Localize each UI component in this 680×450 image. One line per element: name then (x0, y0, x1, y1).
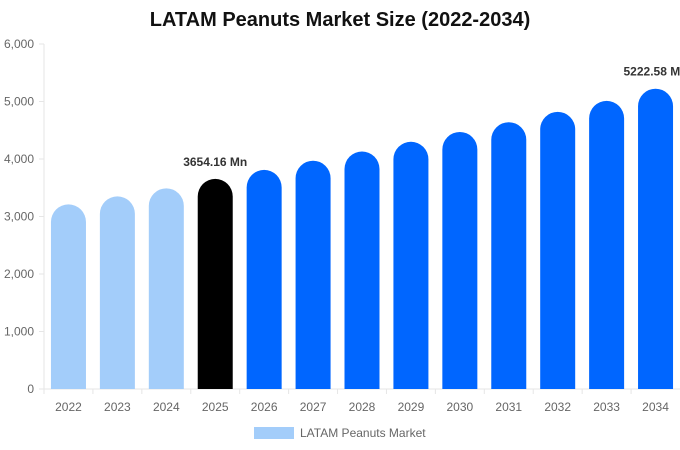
x-tick-label: 2022 (55, 400, 82, 414)
bar (99, 196, 135, 389)
bar (344, 151, 380, 389)
bar (197, 178, 233, 389)
data-label: 3654.16 Mn (183, 155, 247, 169)
x-tick-label: 2024 (153, 400, 180, 414)
bar (491, 122, 527, 389)
chart-axes: 0 1,000 2,000 3,000 4,000 5,000 6,000 2022 2023 2… (4, 37, 680, 414)
bar-series (50, 88, 674, 390)
chart-title: LATAM Peanuts Market Size (2022-2034) (149, 9, 531, 31)
y-tick-label: 1,000 (4, 325, 34, 339)
y-tick-label: 6,000 (4, 37, 34, 51)
data-labels: 3654.16 Mn 5222.58 Mn (183, 65, 680, 169)
bar (393, 141, 429, 389)
bar (50, 204, 86, 389)
x-tick-label: 2030 (446, 400, 473, 414)
x-tick-label: 2023 (104, 400, 131, 414)
bar (295, 160, 331, 389)
x-tick-label: 2027 (300, 400, 327, 414)
bar (246, 169, 282, 389)
y-tick-label: 2,000 (4, 267, 34, 281)
y-tick-label: 5,000 (4, 95, 34, 109)
x-tick-label: 2032 (544, 400, 571, 414)
bar (148, 188, 184, 389)
bar (540, 111, 576, 389)
bar (442, 131, 478, 389)
data-label: 5222.58 Mn (624, 65, 680, 79)
x-tick-label: 2025 (202, 400, 229, 414)
x-tick-label: 2026 (251, 400, 278, 414)
y-tick-label: 0 (27, 382, 34, 396)
y-tick-label: 3,000 (4, 210, 34, 224)
x-tick-label: 2033 (593, 400, 620, 414)
x-tick-label: 2029 (398, 400, 425, 414)
x-tick-label: 2034 (642, 400, 669, 414)
x-tick-label: 2031 (495, 400, 522, 414)
legend[interactable]: LATAM Peanuts Market (254, 425, 426, 441)
legend-swatch (254, 427, 294, 439)
bar (638, 88, 674, 389)
legend-label: LATAM Peanuts Market (300, 426, 426, 440)
bar (589, 100, 625, 390)
y-tick-label: 4,000 (4, 152, 34, 166)
x-tick-label: 2028 (349, 400, 376, 414)
